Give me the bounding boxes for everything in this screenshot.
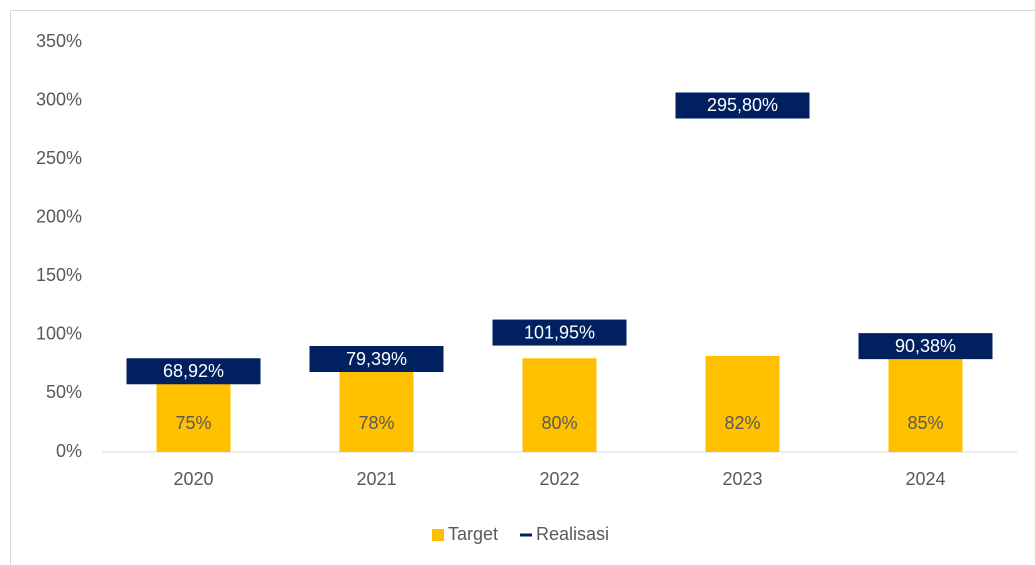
y-tick-label: 150% [36, 265, 82, 285]
x-tick-label: 2022 [539, 469, 579, 489]
legend-label: Realisasi [536, 524, 609, 544]
x-tick-label: 2021 [356, 469, 396, 489]
y-tick-label: 250% [36, 148, 82, 168]
bar-value-label: 80% [541, 413, 577, 433]
bar [705, 355, 780, 452]
legend-swatch [432, 529, 444, 541]
x-tick-label: 2023 [722, 469, 762, 489]
value-label-box [309, 346, 444, 373]
bar-value-label: 85% [907, 413, 943, 433]
bar-value-label: 78% [358, 413, 394, 433]
line-value-label: 68,92% [163, 361, 224, 381]
y-tick-label: 300% [36, 89, 82, 109]
line-value-label: 101,95% [524, 322, 595, 342]
value-label-box [675, 92, 810, 119]
chart-frame [10, 10, 1035, 565]
y-tick-label: 0% [56, 441, 82, 461]
value-label-box [858, 333, 993, 360]
y-tick-label: 100% [36, 324, 82, 344]
y-tick-label: 50% [46, 382, 82, 402]
bar [522, 358, 597, 452]
legend-label: Target [448, 524, 498, 544]
value-label-box [492, 319, 627, 346]
x-tick-label: 2020 [173, 469, 213, 489]
line-value-label: 90,38% [895, 336, 956, 356]
bar-value-label: 75% [175, 413, 211, 433]
bar [888, 352, 963, 452]
bar [339, 360, 414, 452]
y-tick-label: 350% [36, 31, 82, 51]
bar-value-label: 82% [724, 413, 760, 433]
value-label-box [126, 358, 261, 385]
y-tick-label: 200% [36, 206, 82, 226]
x-tick-label: 2024 [905, 469, 945, 489]
line-value-label: 295,80% [707, 95, 778, 115]
line-value-label: 79,39% [346, 349, 407, 369]
